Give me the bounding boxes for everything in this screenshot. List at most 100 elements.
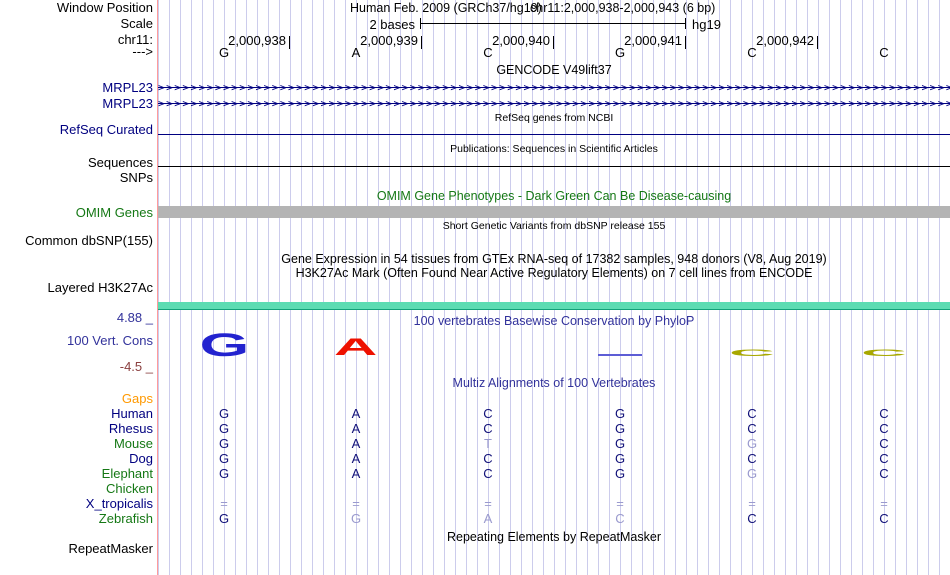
sequence-letter: G — [218, 436, 230, 451]
species-label-x_tropicalis[interactable]: X_tropicalis — [85, 496, 153, 511]
conservation-letter: A — [334, 334, 378, 361]
sequence-letter: C — [483, 451, 493, 466]
species-label-human[interactable]: Human — [111, 406, 153, 421]
base-letter: G — [218, 45, 230, 60]
dbsnp-title: Short Genetic Variants from dbSNP releas… — [442, 220, 666, 232]
conservation-track-label[interactable]: 100 Vert. Cons — [67, 333, 153, 348]
sequence-letter: C — [879, 406, 889, 421]
coordinate-label: 2,000,939 — [360, 33, 418, 48]
sequence-letter: = — [880, 496, 888, 511]
sequence-letter: C — [879, 511, 889, 526]
coordinate-tick — [817, 36, 818, 49]
scale-bar — [420, 18, 686, 29]
sequence-letter: = — [484, 496, 492, 511]
sequence-letter: C — [615, 511, 625, 526]
sequence-letter: C — [879, 436, 889, 451]
species-label-chicken[interactable]: Chicken — [106, 481, 153, 496]
species-label-gaps[interactable]: Gaps — [121, 391, 153, 406]
sequence-letter: G — [614, 406, 626, 421]
sequence-letter: G — [614, 466, 626, 481]
snps-label[interactable]: SNPs — [119, 170, 153, 185]
coordinate-label: 2,000,938 — [228, 33, 286, 48]
sequence-letter: A — [351, 436, 361, 451]
multiz-title: Multiz Alignments of 100 Vertebrates — [452, 376, 656, 390]
sequence-letter: G — [218, 451, 230, 466]
conservation-title: 100 vertebrates Basewise Conservation by… — [413, 314, 695, 328]
sequence-letter: C — [483, 421, 493, 436]
conservation-letter: C — [861, 348, 907, 359]
species-label-dog[interactable]: Dog — [129, 451, 153, 466]
gtex-title: Gene Expression in 54 tissues from GTEx … — [281, 252, 827, 266]
base-letter: G — [614, 45, 626, 60]
sequence-letter: A — [351, 421, 361, 436]
scale-label: Scale — [120, 16, 153, 31]
sequence-letter: G — [350, 511, 362, 526]
species-label-mouse[interactable]: Mouse — [113, 436, 153, 451]
conservation-min-label: -4.5 _ — [119, 359, 153, 374]
refseq-title: RefSeq genes from NCBI — [494, 112, 614, 124]
scale-value: 2 bases — [369, 17, 415, 32]
publications-title: Publications: Sequences in Scientific Ar… — [450, 143, 658, 155]
omim-genes-bar[interactable] — [158, 206, 950, 218]
conservation-letter: G — [199, 327, 249, 363]
base-letter: A — [351, 45, 361, 60]
sequence-letter: T — [484, 436, 492, 451]
h3k27ac-bar[interactable] — [158, 302, 950, 310]
sequence-letter: A — [351, 466, 361, 481]
sequence-letter: = — [220, 496, 228, 511]
sequence-letter: C — [879, 421, 889, 436]
sequence-letter: G — [218, 421, 230, 436]
sequence-letter: = — [616, 496, 624, 511]
coordinate-tick — [289, 36, 290, 49]
sequence-letter: A — [483, 511, 493, 526]
sequence-letter: C — [879, 451, 889, 466]
gene-label-mrpl23-2[interactable]: MRPL23 — [102, 96, 153, 111]
coordinate-tick — [685, 36, 686, 49]
chrom-label: chr11: — [117, 32, 153, 47]
sequence-letter: = — [352, 496, 360, 511]
sequence-letter: C — [747, 406, 757, 421]
sequence-letter: C — [879, 466, 889, 481]
species-label-elephant[interactable]: Elephant — [101, 466, 153, 481]
strand-label: ---> — [132, 44, 153, 59]
sequence-letter: G — [746, 466, 758, 481]
grid-background — [158, 0, 950, 575]
window-position-label: Window Position — [56, 0, 153, 15]
sequence-letter: C — [747, 451, 757, 466]
species-label-rhesus[interactable]: Rhesus — [108, 421, 153, 436]
gene-arrows[interactable]: >>>>>>>>>>>>>>>>>>>>>>>>>>>>>>>>>>>>>>>>… — [158, 80, 950, 95]
sequence-letter: A — [351, 406, 361, 421]
sequence-letter: = — [748, 496, 756, 511]
conservation-letter: C — [729, 348, 775, 359]
sequence-letter: G — [614, 451, 626, 466]
species-label-zebrafish[interactable]: Zebrafish — [98, 511, 153, 526]
gene-label-mrpl23-1[interactable]: MRPL23 — [102, 80, 153, 95]
sequence-letter: G — [614, 436, 626, 451]
omim-title: OMIM Gene Phenotypes - Dark Green Can Be… — [376, 189, 732, 203]
sequence-letter: C — [747, 511, 757, 526]
sequence-letter: G — [614, 421, 626, 436]
sequence-letter: C — [483, 406, 493, 421]
omim-genes-label[interactable]: OMIM Genes — [75, 205, 153, 220]
refseq-curated-label[interactable]: RefSeq Curated — [59, 122, 153, 137]
h3k27ac-title: H3K27Ac Mark (Often Found Near Active Re… — [295, 266, 813, 280]
sequence-letter: G — [218, 511, 230, 526]
repeatmasker-label[interactable]: RepeatMasker — [68, 541, 153, 556]
label-column-separator — [157, 0, 158, 575]
gene-arrows[interactable]: >>>>>>>>>>>>>>>>>>>>>>>>>>>>>>>>>>>>>>>>… — [158, 96, 950, 111]
sequences-line[interactable] — [158, 166, 950, 167]
common-dbsnp-label[interactable]: Common dbSNP(155) — [25, 233, 153, 248]
refseq-curated-line[interactable] — [158, 134, 950, 135]
conservation-letter — [554, 354, 686, 356]
base-letter: C — [747, 45, 757, 60]
sequences-label[interactable]: Sequences — [87, 155, 153, 170]
coordinate-tick — [553, 36, 554, 49]
sequence-letter: G — [218, 406, 230, 421]
conservation-max-label: 4.88 _ — [116, 310, 153, 325]
sequence-letter: A — [351, 451, 361, 466]
genome-label: hg19 — [692, 17, 721, 32]
layered-h3k27ac-label[interactable]: Layered H3K27Ac — [47, 280, 153, 295]
base-letter: C — [483, 45, 493, 60]
assembly-title: Human Feb. 2009 (GRCh37/hg19) — [350, 1, 542, 15]
